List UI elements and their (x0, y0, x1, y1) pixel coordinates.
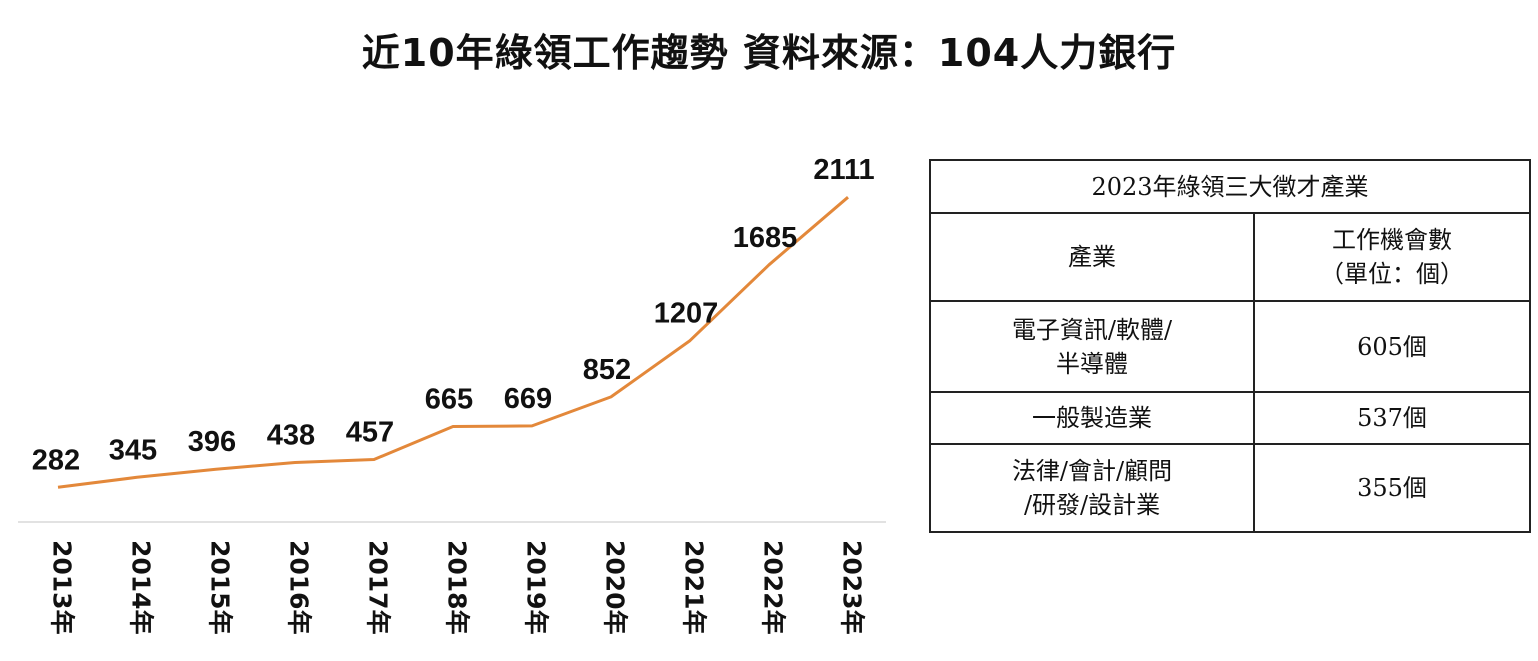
x-tick-label-text: 2013年 (48, 540, 77, 635)
x-tick-label-2018年: 2018年 (443, 540, 472, 635)
x-tick-label-text: 2015年 (206, 540, 235, 635)
industry-name-line1: 一般製造業 (1032, 404, 1153, 432)
x-tick-label-2013年: 2013年 (48, 540, 77, 635)
data-label-2021年: 1207 (654, 298, 719, 330)
data-label-2018年: 665 (425, 384, 473, 416)
table-header-jobs: 工作機會數 （單位：個） (1253, 212, 1531, 302)
industry-name-line2: 半導體 (1056, 349, 1129, 378)
table-row: 法律/會計/顧問 /研發/設計業 355個 (928, 443, 1531, 533)
table-header-jobs-unit: （單位：個） (1320, 260, 1465, 288)
table-cell-industry: 電子資訊/軟體/ 半導體 (928, 300, 1256, 393)
data-label-2013年: 282 (32, 444, 80, 476)
industry-table: 2023年綠領三大徵才產業 產業 工作機會數 （單位：個） 電子資訊/軟體/ 半… (928, 159, 1531, 533)
data-label-2014年: 345 (109, 434, 157, 466)
data-label-2022年: 1685 (733, 222, 798, 254)
value-labels-group: 282 345 396 438 457 665 669 852 1207 1685 2111 (32, 154, 875, 476)
x-tick-label-2019年: 2019年 (522, 540, 551, 635)
line-chart: 282 345 396 438 457 665 669 852 1207 1685 2111 201… (18, 154, 886, 635)
table-cell-jobs: 605個 (1253, 300, 1531, 393)
table-header-industry: 產業 (928, 212, 1256, 302)
x-tick-label-2021年: 2021年 (680, 540, 709, 635)
data-label-2015年: 396 (188, 426, 236, 458)
table-cell-industry: 一般製造業 (928, 391, 1256, 445)
page-title: 近10年綠領工作趨勢 資料來源：104人力銀行 (361, 31, 1177, 75)
x-tick-label-text: 2021年 (680, 540, 709, 635)
table-title: 2023年綠領三大徵才產業 (929, 159, 1531, 214)
table-cell-jobs: 355個 (1253, 443, 1531, 533)
table-cell-industry: 法律/會計/顧問 /研發/設計業 (928, 443, 1256, 533)
x-tick-label-text: 2017年 (364, 540, 393, 635)
x-tick-label-text: 2019年 (522, 540, 551, 635)
data-label-2020年: 852 (583, 354, 631, 386)
industry-name-line1: 電子資訊/軟體/ (1011, 315, 1173, 344)
x-tick-label-2017年: 2017年 (364, 540, 393, 635)
table-cell-jobs: 537個 (1253, 391, 1531, 445)
table-row: 一般製造業 537個 (928, 391, 1531, 445)
data-label-2019年: 669 (504, 383, 552, 415)
x-tick-label-text: 2014年 (127, 540, 156, 635)
industry-name-line2: /研發/設計業 (1023, 491, 1161, 519)
x-tick-label-text: 2016年 (285, 540, 314, 635)
x-tick-label-2014年: 2014年 (127, 540, 156, 635)
data-label-2023年: 2111 (813, 154, 874, 186)
x-tick-label-2020年: 2020年 (601, 540, 630, 635)
x-tick-label-text: 2020年 (601, 540, 630, 635)
x-tick-label-text: 2022年 (759, 540, 788, 635)
x-tick-label-2016年: 2016年 (285, 540, 314, 635)
data-label-2017年: 457 (346, 417, 394, 449)
series-line-green-jobs (57, 196, 849, 489)
data-label-2016年: 438 (267, 420, 315, 452)
x-tick-label-2022年: 2022年 (759, 540, 788, 635)
table-header-jobs-title: 工作機會數 (1332, 226, 1453, 254)
x-tick-label-2015年: 2015年 (206, 540, 235, 635)
industry-name-line1: 法律/會計/顧問 (1011, 457, 1173, 485)
x-tick-labels-group: 2013年 2014年 2015年 2016年 2017年 2018年 2019年 2020年… (48, 540, 867, 635)
table-row: 電子資訊/軟體/ 半導體 605個 (928, 300, 1531, 393)
x-tick-label-text: 2023年 (838, 540, 867, 635)
x-tick-label-text: 2018年 (443, 540, 472, 635)
x-tick-label-2023年: 2023年 (838, 540, 867, 635)
